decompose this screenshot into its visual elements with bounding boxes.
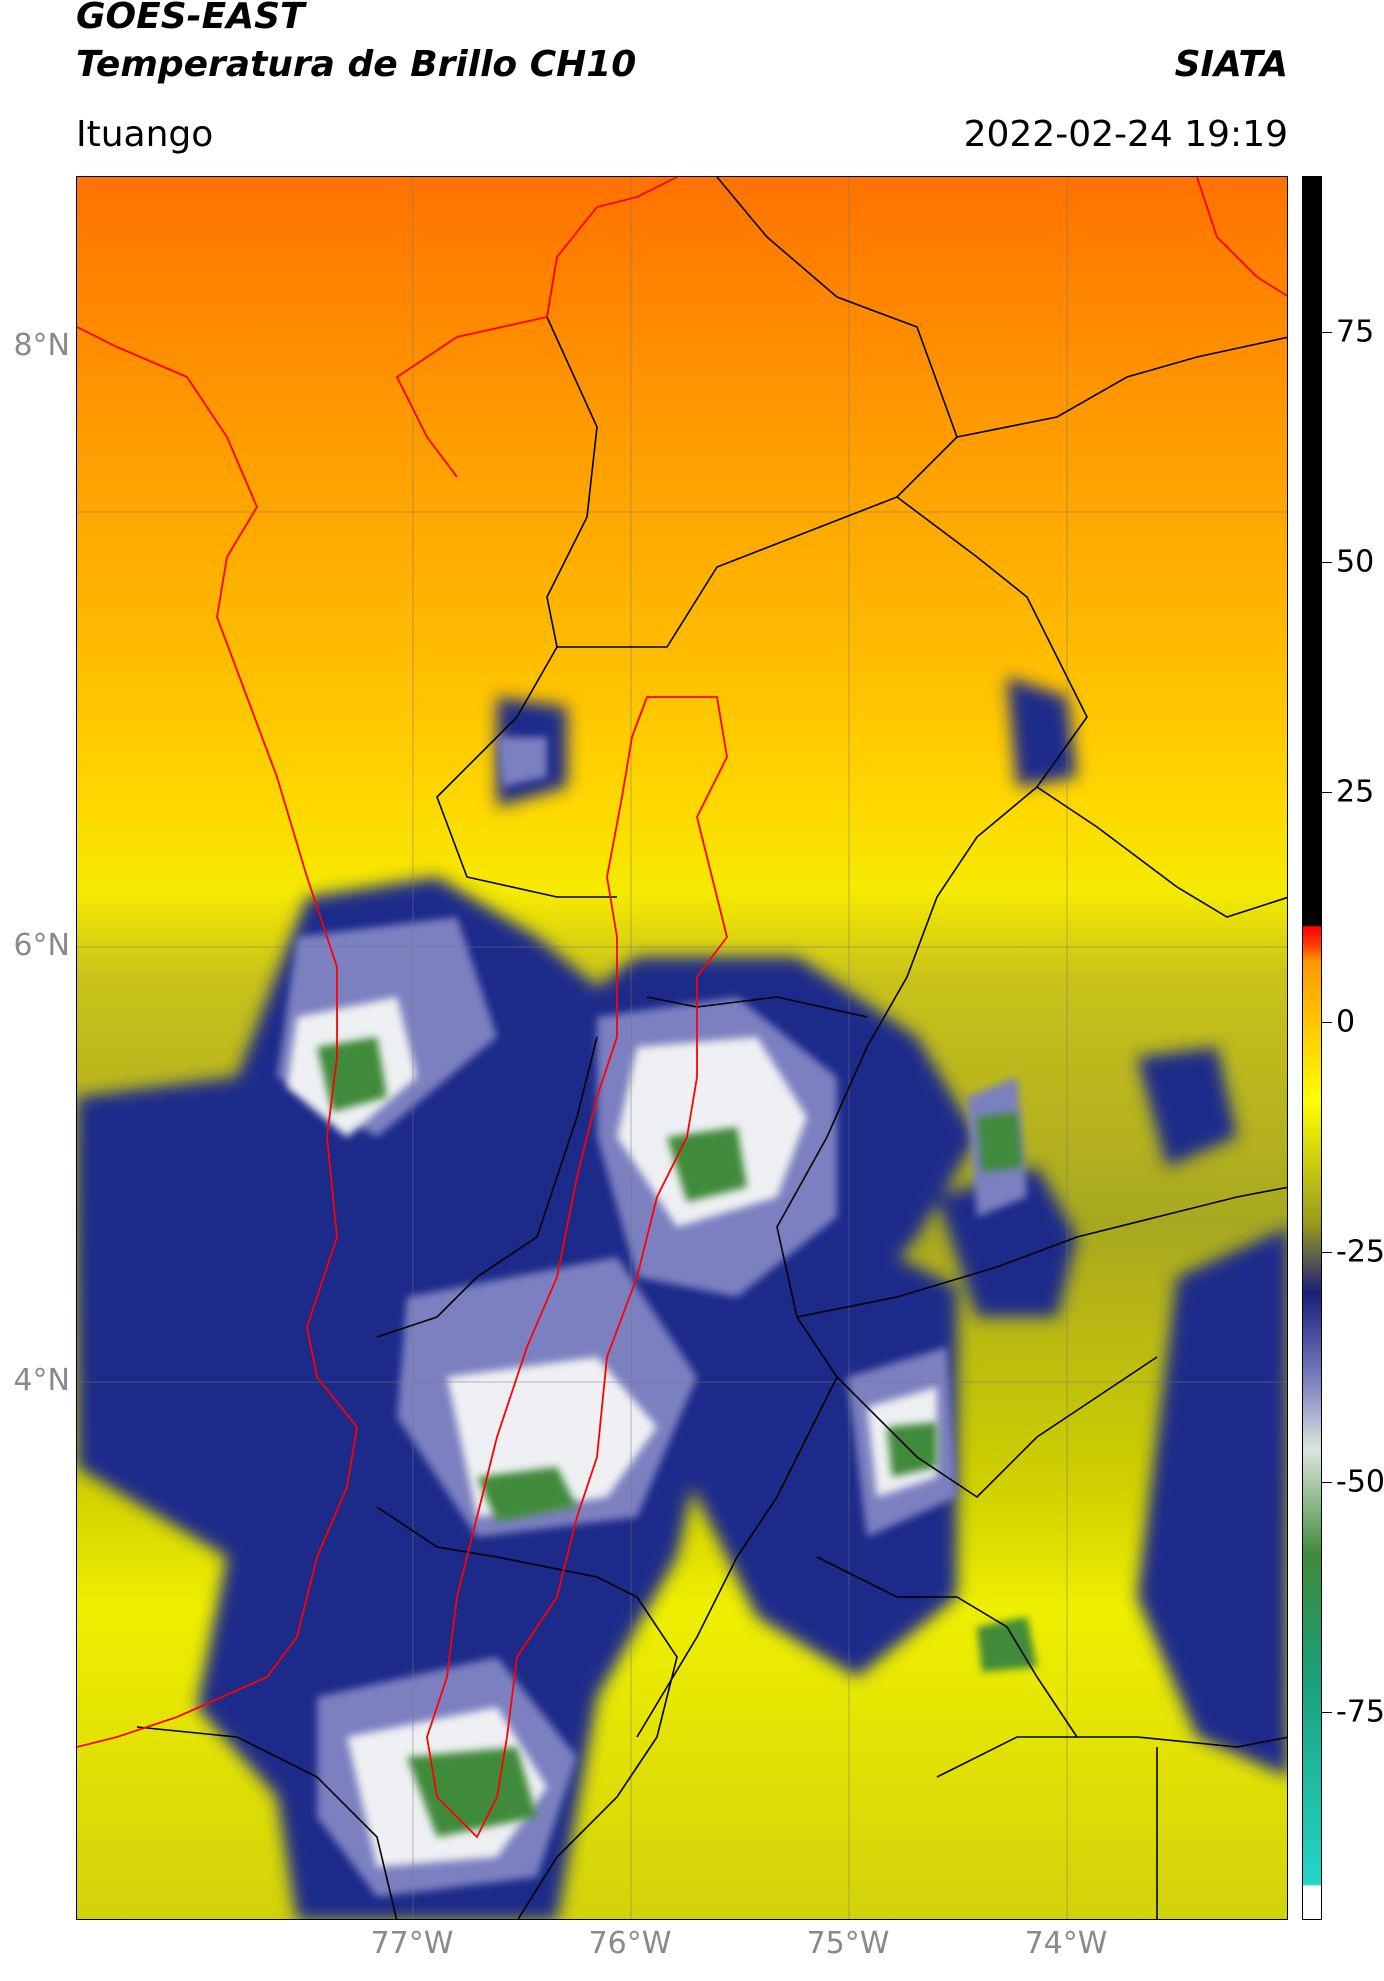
boundaries-black: [136, 177, 1287, 1919]
colorbar-tick: [1322, 332, 1332, 333]
map-canvas: [77, 177, 1287, 1919]
colorbar-tick: [1322, 792, 1332, 793]
lon-tick-74w: 74°W: [1024, 1926, 1108, 1961]
region-label: Ituango: [76, 114, 214, 155]
colorbar-label: -50: [1336, 1464, 1384, 1500]
datetime-label: 2022-02-24 19:19: [963, 114, 1288, 155]
lat-tick-6n: 6°N: [13, 928, 70, 963]
satellite-map: [76, 176, 1288, 1920]
colorbar-gradient: [1303, 177, 1321, 1919]
boundaries-red: [77, 177, 1287, 1839]
colorbar-label: 0: [1336, 1004, 1356, 1040]
product-title: Temperatura de Brillo CH10: [76, 44, 637, 85]
colorbar-tick: [1322, 1712, 1332, 1713]
satellite-title: GOES-EAST: [76, 0, 305, 37]
lat-tick-4n: 4°N: [13, 1363, 70, 1398]
colorbar-tick: [1322, 1252, 1332, 1253]
colorbar-tick: [1322, 562, 1332, 563]
colorbar: [1302, 176, 1322, 1920]
agency-label: SIATA: [1174, 44, 1288, 85]
lon-tick-75w: 75°W: [806, 1926, 890, 1961]
colorbar-label: -75: [1336, 1694, 1384, 1730]
colorbar-label: -25: [1336, 1234, 1384, 1270]
colorbar-label: 25: [1336, 774, 1375, 810]
colorbar-tick: [1322, 1022, 1332, 1023]
cloud-field: [77, 677, 1287, 1919]
lat-tick-8n: 8°N: [13, 328, 70, 363]
colorbar-label: 75: [1336, 314, 1375, 350]
colorbar-tick: [1322, 1482, 1332, 1483]
lon-tick-77w: 77°W: [370, 1926, 454, 1961]
lon-tick-76w: 76°W: [588, 1926, 672, 1961]
graticule: [77, 177, 1287, 1919]
colorbar-label: 50: [1336, 544, 1375, 580]
